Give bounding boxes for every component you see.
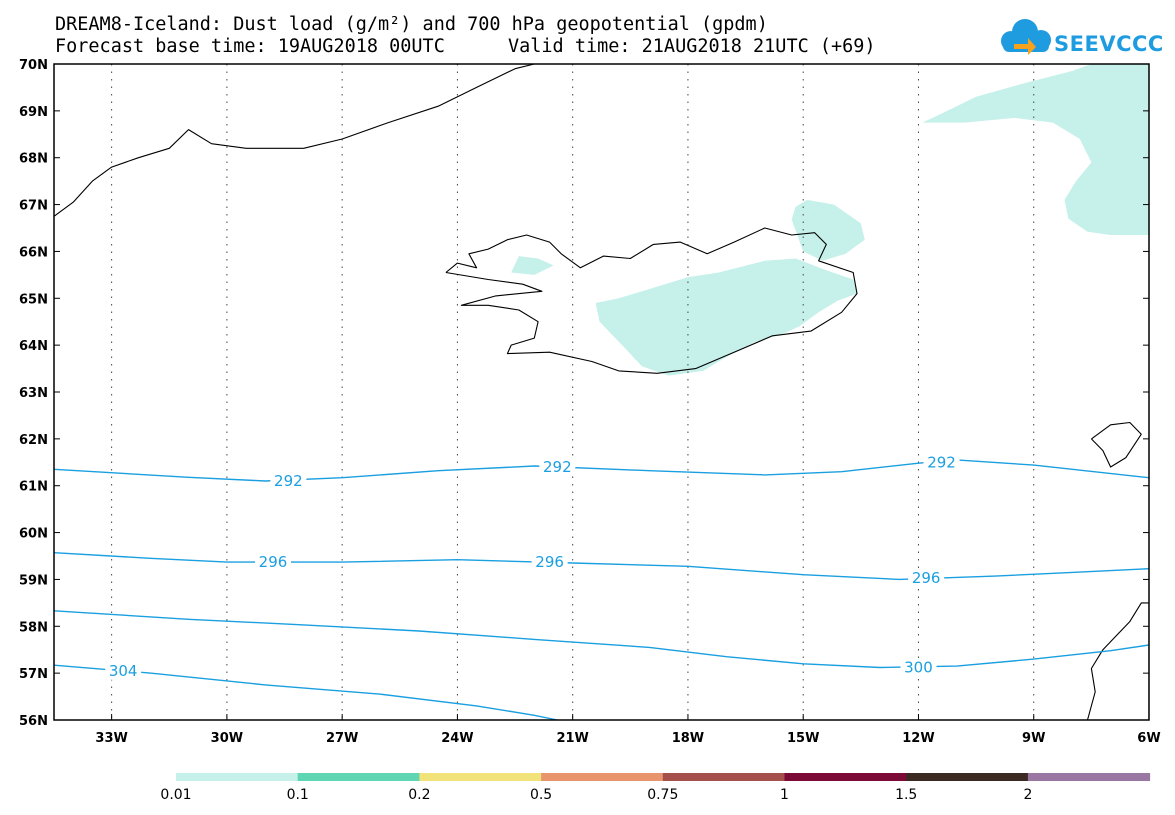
valid-time: Valid time: 21AUG2018 21UTC (+69) [508, 36, 876, 57]
lat-tick-label: 59N [19, 573, 48, 588]
colorbar-label: 0.01 [160, 787, 191, 803]
seevccc-logo: SEEVCCC [1001, 19, 1164, 56]
coastline-greenland [54, 64, 535, 217]
contour-label-bg [539, 457, 576, 476]
colorbar-swatch [784, 773, 907, 781]
lat-tick-label: 70N [19, 58, 48, 73]
lon-tick-label: 21W [556, 731, 588, 746]
colorbar-label: 0.2 [408, 787, 430, 803]
contour-line-300 [54, 610, 1149, 669]
contour-label-292: 292 [927, 453, 956, 471]
contour-label-292: 292 [274, 472, 303, 490]
contour-label-bg [105, 661, 142, 680]
lat-tick-label: 68N [19, 152, 48, 167]
lon-tick-label: 15W [787, 731, 819, 746]
contour-label-296: 296 [535, 553, 564, 571]
contour-label-300: 300 [904, 659, 933, 677]
lon-tick-label: 18W [672, 731, 704, 746]
map-plot-area [54, 64, 1149, 720]
lat-tick-label: 56N [19, 714, 48, 729]
colorbar-swatch [906, 773, 1029, 781]
contour-label-layer: 292 292 292 296 296 296 300 304 [105, 453, 960, 680]
lon-tick-label: 12W [902, 731, 934, 746]
colorbar-label: 0.75 [647, 787, 678, 803]
lat-tick-label: 69N [19, 105, 48, 120]
colorbar-swatch [297, 773, 420, 781]
contour-label-304: 304 [109, 662, 138, 680]
contour-label-bg [531, 553, 568, 572]
lon-tick-label: 27W [326, 731, 358, 746]
colorbar-label: 2 [1023, 787, 1032, 803]
lat-tick-label: 67N [19, 199, 48, 214]
lon-tick-label: 6W [1137, 731, 1160, 746]
colorbar-label: 0.1 [287, 787, 309, 803]
colorbar-swatch [662, 773, 785, 781]
contour-label-296: 296 [912, 569, 941, 587]
lon-tick-label: 30W [211, 731, 243, 746]
lat-tick-label: 60N [19, 527, 48, 542]
dust-area-northeast-iceland [791, 199, 865, 261]
contour-label-bg [270, 472, 307, 491]
colorbar-swatch [419, 773, 542, 781]
lat-tick-label: 61N [19, 480, 48, 495]
colorbar-label: 1 [780, 787, 789, 803]
map-axes: 33W 30W 27W 24W 21W 18W 15W 12W 9W 6W 70N 69N 68N 67N… [19, 58, 1161, 746]
dust-area-northwest [511, 256, 554, 275]
contour-line-296 [54, 552, 1149, 581]
lat-tick-label: 63N [19, 386, 48, 401]
logo-text: SEEVCCC [1054, 32, 1164, 56]
contour-label-bg [255, 553, 291, 572]
colorbar-swatch [541, 773, 664, 781]
contour-label-296: 296 [259, 553, 288, 571]
contour-label-292: 292 [543, 458, 572, 476]
coastline-layer [54, 64, 1149, 720]
colorbar-swatch [176, 773, 299, 781]
lat-tick-label: 58N [19, 620, 48, 635]
contour-label-bg [923, 453, 960, 472]
lat-tick-label: 66N [19, 245, 48, 260]
coastline-scotland [1086, 602, 1149, 720]
lon-tick-label: 24W [441, 731, 473, 746]
cloud-icon [1001, 19, 1051, 55]
contour-line-304 [54, 664, 558, 720]
lon-tick-label: 9W [1022, 731, 1045, 746]
coastline-faroe-islands [1091, 421, 1142, 468]
title-line-1: DREAM8-Iceland: Dust load (g/m²) and 700… [55, 14, 768, 35]
lon-tick-label: 33W [95, 731, 127, 746]
contour-label-bg [900, 658, 937, 677]
dust-area-central-iceland [595, 258, 857, 376]
colorbar-swatch [1027, 773, 1151, 781]
lat-tick-label: 57N [19, 667, 48, 682]
forecast-base-time: Forecast base time: 19AUG2018 00UTC [55, 36, 445, 57]
lat-tick-label: 64N [19, 339, 48, 354]
lat-tick-label: 65N [19, 292, 48, 307]
dust-load-fill-layer [511, 64, 1149, 376]
colorbar-label: 1.5 [895, 787, 917, 803]
colorbar-label: 0.5 [530, 787, 552, 803]
dust-plume-northeast [922, 64, 1149, 235]
lat-tick-label: 62N [19, 433, 48, 448]
colorbar: 0.01 0.1 0.2 0.5 0.75 1 1.5 2 [160, 773, 1151, 803]
map-background [54, 64, 1149, 720]
coastline-iceland [445, 227, 858, 374]
contour-label-bg [908, 569, 945, 588]
